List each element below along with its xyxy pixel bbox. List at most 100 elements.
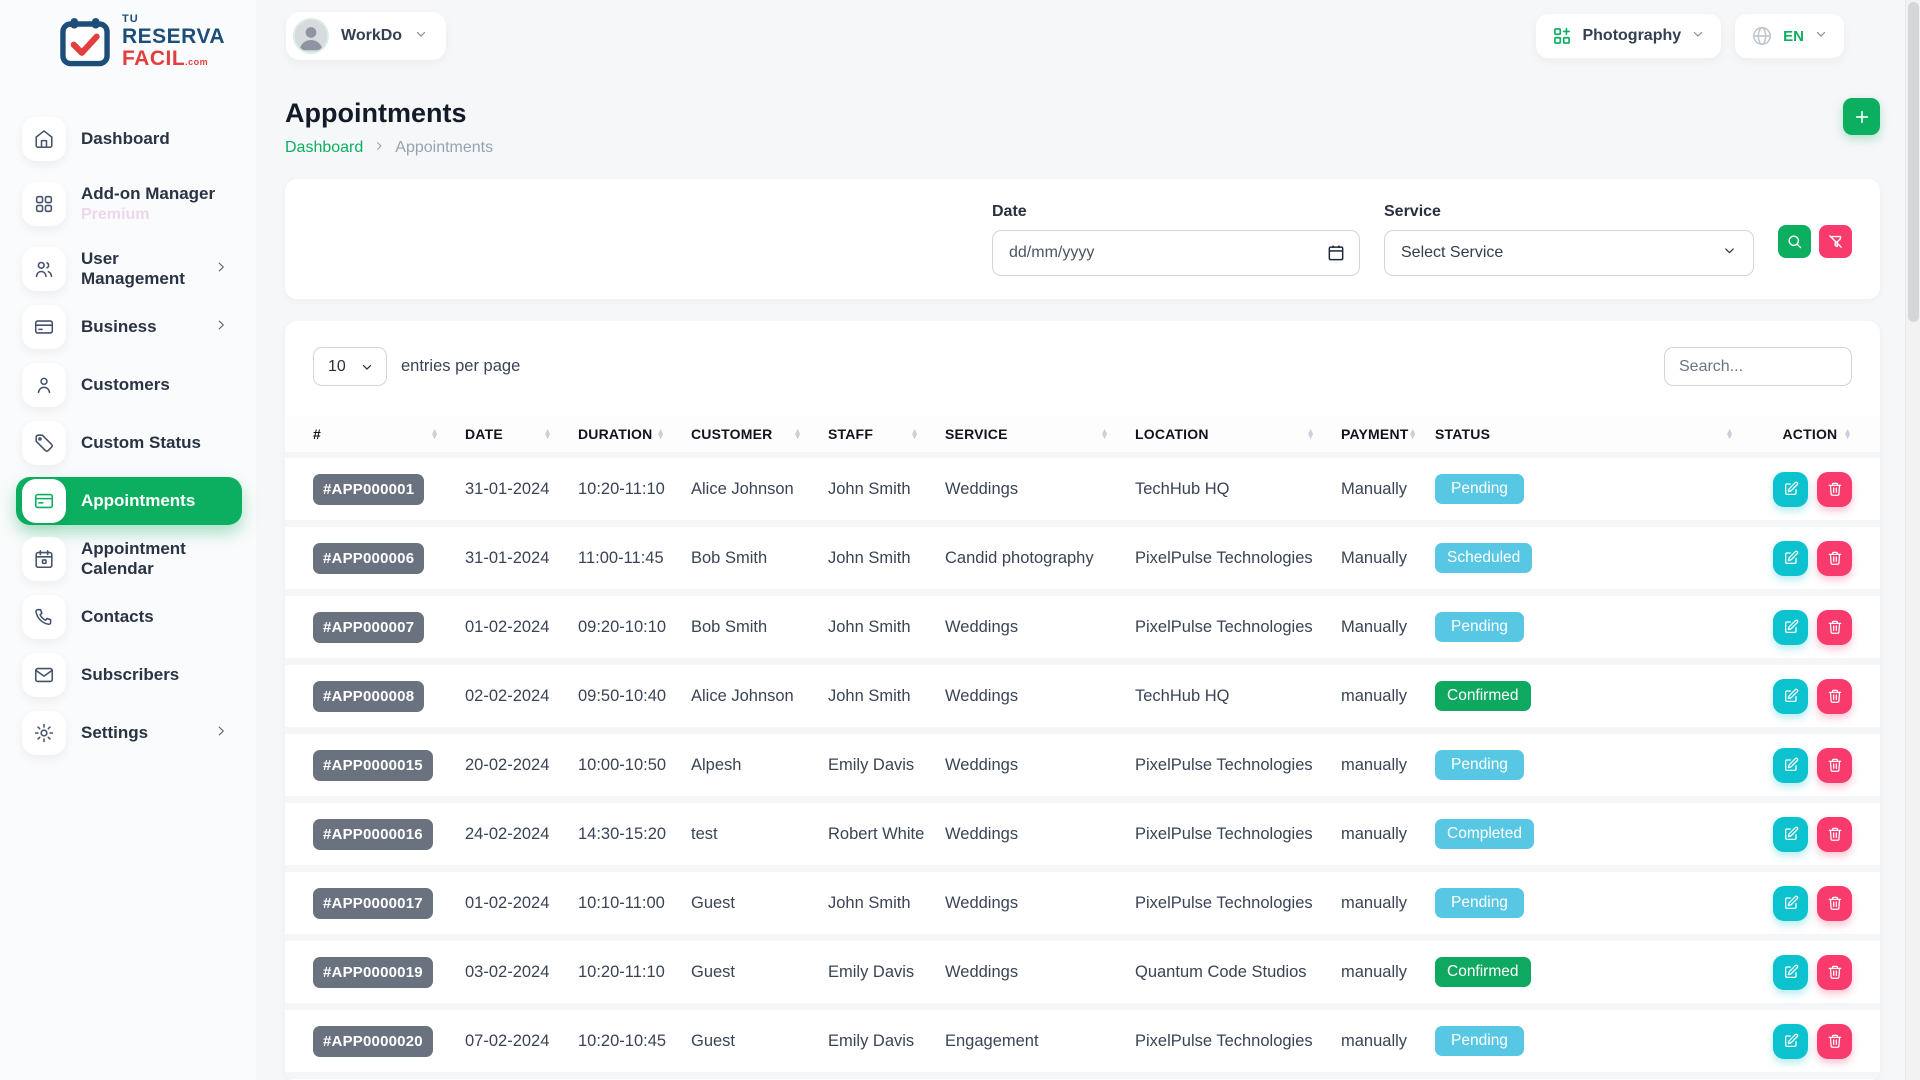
edit-button[interactable] [1773,747,1808,783]
column-header: DURATION [578,426,653,442]
sidebar-item-user-management[interactable]: User Management [16,245,242,293]
cell-date: 31-01-2024 [465,548,550,567]
workspace-dropdown[interactable]: WorkDo [286,12,447,60]
edit-button[interactable] [1773,609,1808,645]
sort-icon[interactable]: ▲ ▼ [910,425,919,441]
edit-button[interactable] [1773,816,1808,852]
column-header: LOCATION [1135,426,1209,442]
cell-customer: Alice Johnson [691,479,794,498]
delete-button[interactable] [1817,609,1852,645]
cell-payment: manually [1341,962,1408,981]
edit-button[interactable] [1773,471,1808,507]
delete-button[interactable] [1817,471,1852,507]
trash-icon [1828,827,1841,841]
sort-icon[interactable]: ▲ ▼ [1843,425,1852,441]
sidebar-item-label: Settings [81,723,149,742]
topbar: WorkDo Photography EN [256,0,1882,72]
sort-icon[interactable]: ▲ ▼ [543,425,552,441]
status-badge: Scheduled [1435,543,1533,573]
brand-logo[interactable]: TU RESERVA FACIL.com [0,0,256,79]
sidebar-item-contacts[interactable]: Contacts [16,593,242,641]
chevron-right-icon [373,139,385,157]
status-badge: Pending [1435,750,1524,780]
delete-button[interactable] [1817,885,1852,921]
brand-name-2: FACIL.com [122,47,209,70]
language-dropdown[interactable]: EN [1735,14,1844,58]
appointment-id-badge: #APP0000016 [313,818,433,850]
breadcrumb-dashboard-link[interactable]: Dashboard [285,139,364,156]
delete-button[interactable] [1817,954,1852,990]
delete-button[interactable] [1817,1023,1852,1059]
edit-icon [1784,619,1798,633]
cell-date: 01-02-2024 [465,617,550,636]
cell-service: Candid photography [945,548,1094,567]
sort-icon[interactable]: ▲ ▼ [430,425,439,441]
cell-location: PixelPulse Technologies [1135,893,1313,912]
edit-button[interactable] [1773,885,1808,921]
edit-button[interactable] [1773,540,1808,576]
trash-icon [1828,896,1841,910]
cell-date: 07-02-2024 [465,1031,550,1050]
cell-location: PixelPulse Technologies [1135,617,1313,636]
premium-badge: Premium [81,206,150,223]
sort-icon[interactable]: ▲ ▼ [656,425,665,441]
delete-button[interactable] [1817,678,1852,714]
date-input[interactable] [992,229,1360,276]
sort-icon[interactable]: ▲ ▼ [1306,425,1315,441]
delete-button[interactable] [1817,816,1852,852]
column-header: SERVICE [945,426,1008,442]
edit-button[interactable] [1773,678,1808,714]
sidebar-item-settings[interactable]: Settings [16,709,242,757]
status-badge: Confirmed [1435,681,1531,711]
scrollbar[interactable] [1905,0,1920,1080]
table-body: #APP000001 31-01-2024 10:20-11:10 Alice … [285,458,1880,1079]
entries-per-page-select[interactable]: 10 [313,347,387,386]
sidebar-item-label: Add-on Manager [81,184,216,203]
table-search-input[interactable] [1664,347,1852,386]
cell-duration: 09:20-10:10 [578,617,667,636]
sort-icon[interactable]: ▲ ▼ [1725,425,1734,441]
delete-button[interactable] [1817,747,1852,783]
service-select[interactable]: Select Service [1384,229,1754,276]
filter-clear-button[interactable] [1819,225,1852,258]
sidebar-item-business[interactable]: Business [16,303,242,351]
scrollbar-thumb[interactable] [1908,2,1919,322]
sidebar-item-appointment-calendar[interactable]: Appointment Calendar [16,535,242,583]
cell-customer: Guest [691,962,736,981]
column-header: ACTION [1782,426,1838,442]
sort-icon[interactable]: ▲ ▼ [1100,425,1109,441]
sort-icon[interactable]: ▲ ▼ [793,425,802,441]
calendar-icon[interactable] [1326,243,1346,263]
cell-staff: Robert White [828,824,925,843]
sidebar-item-appointments[interactable]: Appointments [16,477,242,525]
edit-icon [1784,895,1798,909]
edit-button[interactable] [1773,954,1808,990]
sidebar: TU RESERVA FACIL.com Dashboard Add-on Ma… [0,0,256,1080]
cell-duration: 11:00-11:45 [578,548,664,567]
delete-button[interactable] [1817,540,1852,576]
sidebar-item-label: Appointment Calendar [81,539,186,578]
cell-staff: Emily Davis [828,1031,915,1050]
sidebar-item-customers[interactable]: Customers [16,361,242,409]
column-header: DATE [465,426,503,442]
filter-search-button[interactable] [1778,225,1811,258]
edit-button[interactable] [1773,1023,1808,1059]
status-badge: Completed [1435,819,1534,849]
sidebar-item-custom-status[interactable]: Custom Status [16,419,242,467]
sidebar-item-dashboard[interactable]: Dashboard [16,115,242,163]
category-dropdown[interactable]: Photography [1536,14,1722,58]
chevron-down-icon [414,27,428,46]
column-header: STATUS [1435,426,1491,442]
edit-icon [1784,481,1798,495]
sidebar-item-label: Subscribers [81,665,180,684]
cell-date: 31-01-2024 [465,479,550,498]
add-appointment-button[interactable] [1843,98,1880,135]
appointment-id-badge: #APP0000020 [313,1025,433,1057]
sort-icon[interactable]: ▲ ▼ [1408,425,1418,441]
appointment-id-badge: #APP000008 [313,680,425,712]
sidebar-item-subscribers[interactable]: Subscribers [16,651,242,699]
chevron-down-icon [362,364,372,370]
language-label: EN [1783,27,1804,45]
sidebar-item-addon-manager[interactable]: Add-on Manager Premium [16,173,242,235]
table-row: #APP000008 02-02-2024 09:50-10:40 Alice … [285,665,1880,734]
